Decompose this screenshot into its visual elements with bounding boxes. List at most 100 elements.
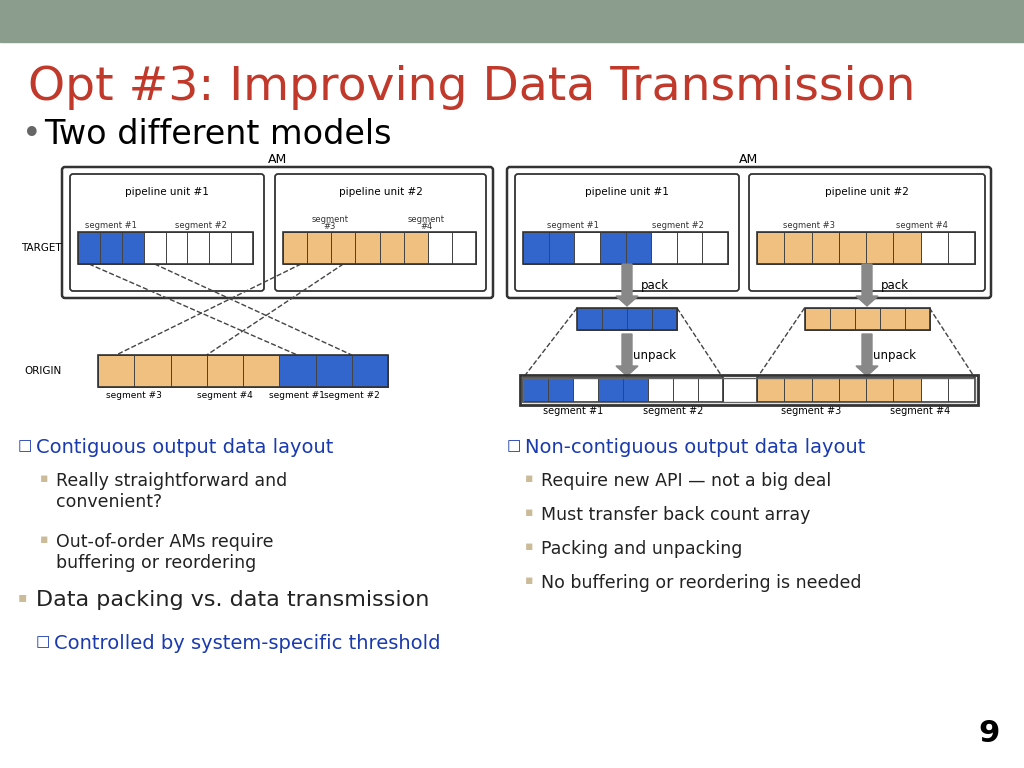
Bar — [352, 355, 388, 387]
Bar — [921, 378, 948, 402]
Text: Contiguous output data layout: Contiguous output data layout — [36, 438, 334, 457]
Text: segment #4: segment #4 — [891, 406, 950, 416]
Bar — [866, 378, 893, 402]
Bar — [757, 378, 784, 402]
Bar — [948, 378, 975, 402]
Text: ▪: ▪ — [40, 533, 48, 546]
Bar — [549, 232, 574, 264]
Text: Really straightforward and
convenient?: Really straightforward and convenient? — [56, 472, 288, 511]
Text: unpack: unpack — [873, 349, 916, 362]
Bar — [523, 378, 975, 402]
Bar — [784, 232, 811, 264]
Text: segment #3: segment #3 — [781, 406, 842, 416]
Bar — [207, 355, 243, 387]
Bar — [698, 378, 723, 402]
Bar — [866, 232, 893, 264]
Bar — [839, 232, 866, 264]
Bar — [187, 232, 209, 264]
Text: segment #2: segment #2 — [324, 391, 380, 400]
Text: Must transfer back count array: Must transfer back count array — [541, 506, 810, 524]
Bar — [602, 308, 627, 330]
Bar — [839, 378, 866, 402]
Bar — [648, 378, 673, 402]
Bar — [78, 232, 100, 264]
Text: segment #1: segment #1 — [269, 391, 326, 400]
Bar — [784, 378, 811, 402]
Text: □: □ — [18, 438, 33, 453]
Text: ▪: ▪ — [18, 590, 28, 604]
Text: segment #2: segment #2 — [643, 406, 703, 416]
Bar — [880, 308, 904, 330]
Bar — [452, 232, 476, 264]
Text: ▪: ▪ — [40, 472, 48, 485]
Text: pipeline unit #1: pipeline unit #1 — [585, 187, 669, 197]
Bar — [98, 355, 134, 387]
FancyBboxPatch shape — [507, 167, 991, 298]
Text: segment #2: segment #2 — [652, 221, 703, 230]
Bar — [523, 232, 728, 264]
Bar — [652, 308, 677, 330]
Text: #4: #4 — [420, 222, 432, 231]
Bar — [893, 378, 921, 402]
Bar — [893, 232, 921, 264]
FancyArrow shape — [616, 334, 638, 376]
Text: pack: pack — [881, 279, 909, 292]
Bar — [829, 308, 854, 330]
Bar — [600, 232, 626, 264]
Text: •: • — [22, 118, 42, 151]
Bar — [757, 232, 784, 264]
Bar — [548, 378, 573, 402]
Bar — [577, 308, 677, 330]
Bar — [573, 378, 598, 402]
Bar — [523, 232, 549, 264]
Bar — [78, 232, 253, 264]
Bar — [805, 308, 930, 330]
Bar — [598, 378, 623, 402]
Bar — [134, 355, 171, 387]
Bar — [677, 232, 702, 264]
Text: pipeline unit #2: pipeline unit #2 — [825, 187, 909, 197]
Text: TARGET: TARGET — [22, 243, 62, 253]
Bar — [143, 232, 166, 264]
Bar — [403, 232, 428, 264]
Bar — [315, 355, 352, 387]
Bar — [0, 0, 1024, 42]
Bar — [231, 232, 253, 264]
Bar — [811, 378, 839, 402]
Text: segment: segment — [311, 215, 348, 224]
Bar — [577, 308, 602, 330]
Text: □: □ — [507, 438, 521, 453]
Bar — [428, 232, 452, 264]
Bar — [702, 232, 728, 264]
Text: pipeline unit #1: pipeline unit #1 — [125, 187, 209, 197]
Text: Require new API — not a big deal: Require new API — not a big deal — [541, 472, 831, 490]
Text: Non-contiguous output data layout: Non-contiguous output data layout — [525, 438, 865, 457]
Text: ▪: ▪ — [525, 472, 534, 485]
Text: Out-of-order AMs require
buffering or reordering: Out-of-order AMs require buffering or re… — [56, 533, 273, 572]
FancyBboxPatch shape — [515, 174, 739, 291]
Text: □: □ — [36, 634, 50, 649]
FancyArrow shape — [616, 264, 638, 306]
Bar — [523, 378, 548, 402]
Text: segment #1: segment #1 — [85, 221, 137, 230]
Text: segment: segment — [408, 215, 444, 224]
Bar — [757, 378, 975, 402]
Text: unpack: unpack — [633, 349, 676, 362]
Text: AM: AM — [268, 153, 287, 166]
Text: segment #4: segment #4 — [896, 221, 948, 230]
Text: segment #1: segment #1 — [543, 406, 603, 416]
Bar — [315, 355, 352, 387]
FancyBboxPatch shape — [62, 167, 493, 298]
Text: AM: AM — [739, 153, 759, 166]
Text: segment #3: segment #3 — [783, 221, 835, 230]
Bar — [100, 232, 122, 264]
Text: ORIGIN: ORIGIN — [25, 366, 62, 376]
Bar — [307, 232, 331, 264]
Text: No buffering or reordering is needed: No buffering or reordering is needed — [541, 574, 861, 592]
FancyArrow shape — [856, 334, 878, 376]
Bar — [280, 355, 315, 387]
Bar — [921, 232, 948, 264]
Bar — [854, 308, 880, 330]
Bar — [122, 232, 143, 264]
Bar — [520, 375, 978, 405]
